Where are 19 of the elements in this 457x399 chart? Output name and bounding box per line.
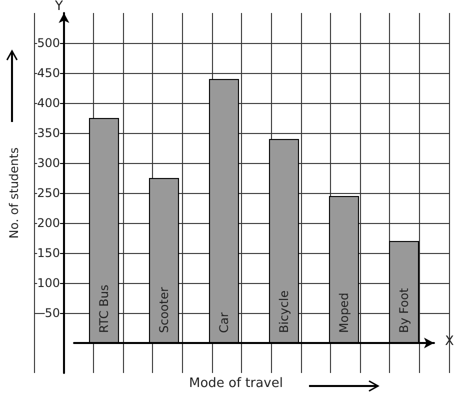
y-axis-title: No. of students	[7, 147, 21, 239]
y-tick-label: 250	[37, 186, 60, 200]
y-tick-label: 100	[37, 276, 60, 290]
x-tick-label: RTC Bus	[97, 284, 111, 333]
y-tick-label: 450	[37, 66, 60, 80]
x-tick-label: Bicycle	[277, 290, 291, 333]
y-tick-label: 500	[37, 36, 60, 50]
y-tick-label: 350	[37, 126, 60, 140]
annotation: Y	[54, 0, 63, 14]
x-tick-label: By Foot	[397, 288, 411, 333]
y-tick-label: 200	[37, 216, 60, 230]
y-tick-label: 400	[37, 96, 60, 110]
x-tick-label: Car	[217, 312, 231, 333]
y-tick-label: 300	[37, 156, 60, 170]
x-tick-label: Scooter	[157, 287, 171, 333]
x-tick-label: Moped	[337, 292, 351, 333]
y-tick-label: 50	[44, 306, 60, 320]
x-axis-title: Mode of travel	[189, 376, 283, 391]
y-tick-label: 150	[37, 246, 60, 260]
